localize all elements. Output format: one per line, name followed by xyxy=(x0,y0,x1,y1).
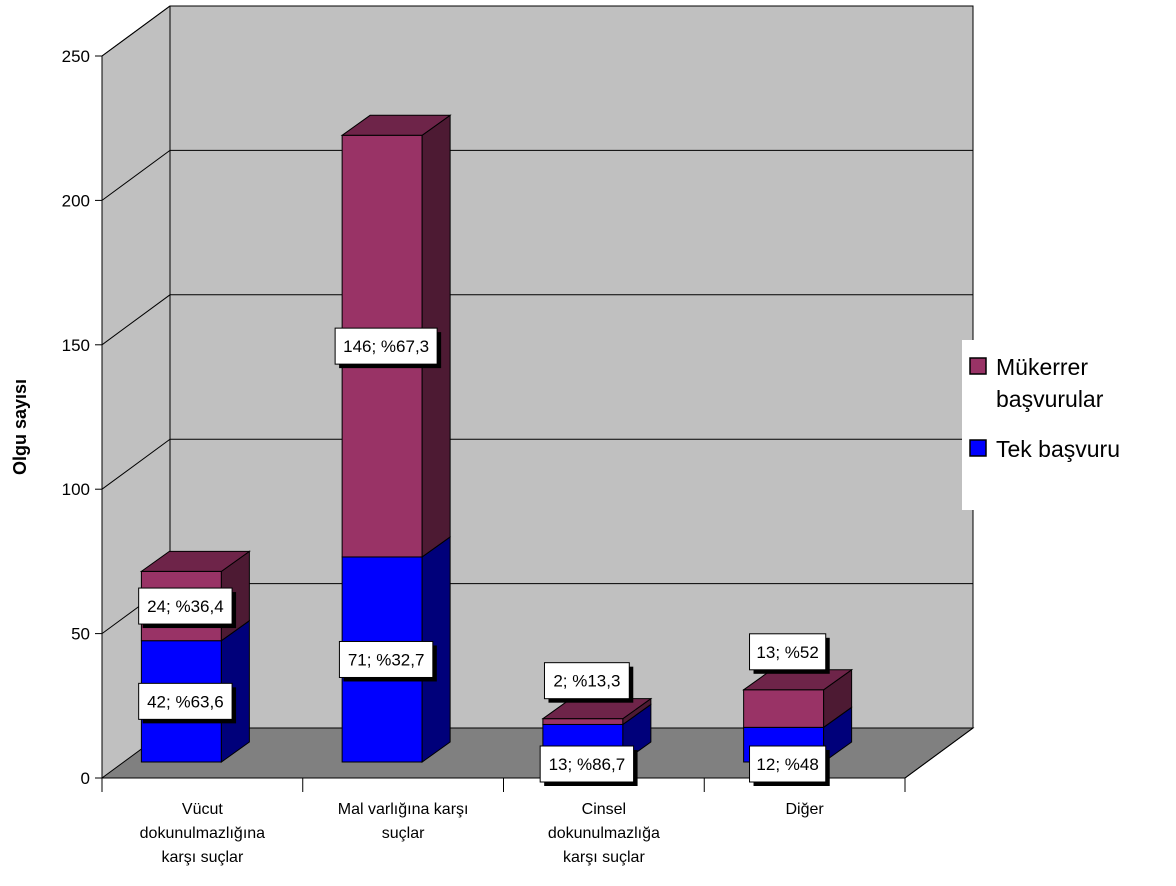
back-wall xyxy=(170,6,973,728)
data-label: 24; %36,4 xyxy=(147,597,224,616)
bar-mukerrer-basvurular-top xyxy=(139,550,251,572)
bar-mukerrer-basvurular-top xyxy=(541,698,653,720)
x-category-label: Cinsel dokunulmazlığa karşı suçlar xyxy=(548,801,660,866)
data-label-box xyxy=(749,633,827,671)
legend-swatch-tek-basvuru xyxy=(969,439,987,457)
y-tick-label: 150 xyxy=(62,336,90,355)
y-tick-label: 200 xyxy=(62,191,90,210)
data-label: 71; %32,7 xyxy=(348,650,425,669)
data-label-box xyxy=(539,745,635,783)
x-category-label: Vücut dokunulmazlığına karşı suçlar xyxy=(140,801,266,866)
legend-box xyxy=(962,340,1176,510)
y-tick-label: 50 xyxy=(71,625,90,644)
bar-mukerrer-basvurular-top xyxy=(742,669,854,691)
y-tick-label: 0 xyxy=(81,769,90,788)
bar-mukerrer-basvurular-front xyxy=(743,689,825,728)
data-label: 13; %52 xyxy=(756,643,818,662)
x-category-label: Mal varlığına karşı suçlar xyxy=(338,801,469,842)
y-tick-label: 100 xyxy=(62,480,90,499)
bar-mukerrer-basvurular-top xyxy=(340,114,452,136)
data-label: 42; %63,6 xyxy=(147,692,224,711)
data-label-box xyxy=(334,327,438,365)
data-label-box xyxy=(749,745,827,783)
data-label-box xyxy=(138,682,233,720)
data-label: 146; %67,3 xyxy=(343,337,429,356)
legend-swatch-mukerrer xyxy=(969,357,987,375)
legend-label-tek-basvuru: Tek başvuru xyxy=(996,436,1120,462)
legend-label-mukerrer: Mükerrer başvurular xyxy=(996,354,1104,412)
data-label: 13; %86,7 xyxy=(549,755,626,774)
data-label: 12; %48 xyxy=(756,755,818,774)
y-tick-label: 250 xyxy=(62,47,90,66)
bar-mukerrer-basvurular-front xyxy=(542,718,624,725)
data-label: 2; %13,3 xyxy=(553,672,620,691)
data-label-box xyxy=(338,640,434,678)
y-axis-title: Olgu sayısı xyxy=(10,379,30,475)
data-label-box xyxy=(543,662,630,700)
data-label-box xyxy=(138,587,233,625)
x-category-label: Diğer xyxy=(786,801,825,818)
